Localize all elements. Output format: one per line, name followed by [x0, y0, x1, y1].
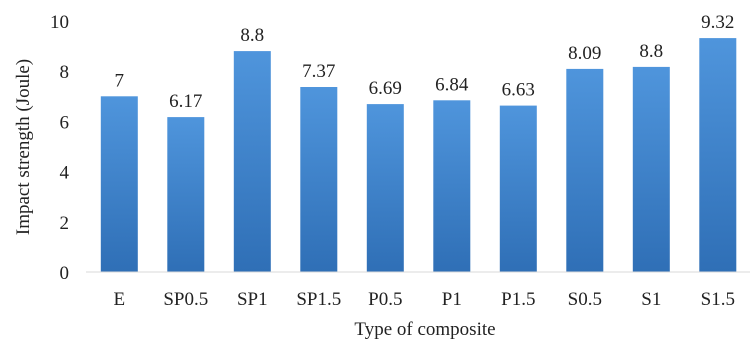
y-axis-title: Impact strength (Joule): [13, 59, 34, 235]
bar-p1: [433, 100, 471, 272]
y-tick-labels: 0 2 4 6 8 10: [50, 12, 70, 284]
x-tick-label-s0-5: S0.5: [568, 289, 602, 310]
data-label-s0-5: 8.09: [568, 43, 601, 64]
bar-sp1-5: [300, 87, 338, 272]
y-tick-label-10: 10: [50, 12, 69, 33]
y-tick-label-4: 4: [60, 163, 70, 184]
data-label-e: 7: [115, 70, 125, 91]
y-tick-label-6: 6: [60, 112, 70, 133]
x-tick-labels: E SP0.5 SP1 SP1.5 P0.5 P1 P1.5 S0.5 S1 S1.5: [113, 289, 734, 310]
data-label-sp1: 8.8: [240, 25, 264, 46]
bar-p0-5: [366, 104, 404, 272]
bars-layer: [100, 38, 737, 273]
y-tick-label-0: 0: [60, 263, 70, 284]
x-tick-label-sp1-5: SP1.5: [296, 289, 341, 310]
x-tick-label-p0-5: P0.5: [368, 289, 402, 310]
data-label-s1-5: 9.32: [701, 12, 734, 33]
data-label-p0-5: 6.69: [369, 78, 402, 99]
bar-p1-5: [499, 105, 537, 272]
data-labels-layer: 7 6.17 8.8 7.37 6.69 6.84 6.63 8.09 8.8 9.32: [115, 12, 735, 112]
data-label-sp0-5: 6.17: [169, 91, 202, 112]
x-tick-label-p1-5: P1.5: [501, 289, 535, 310]
data-label-p1: 6.84: [435, 74, 469, 95]
x-axis-title: Type of composite: [354, 319, 495, 340]
bar-sp1: [233, 51, 271, 272]
x-tick-label-e: E: [113, 289, 125, 310]
y-tick-label-8: 8: [60, 62, 70, 83]
bar-s1-5: [699, 38, 737, 272]
bar-sp0-5: [167, 117, 205, 272]
data-label-p1-5: 6.63: [502, 80, 535, 101]
x-tick-label-p1: P1: [442, 289, 462, 310]
bar-s0-5: [566, 68, 604, 273]
x-tick-label-sp1: SP1: [237, 289, 268, 310]
data-label-s1: 8.8: [639, 41, 663, 62]
bar-s1: [632, 66, 670, 273]
x-tick-label-s1: S1: [641, 289, 661, 310]
x-tick-label-s1-5: S1.5: [701, 289, 735, 310]
y-tick-label-2: 2: [60, 213, 70, 234]
data-label-sp1-5: 7.37: [302, 61, 335, 82]
x-tick-label-sp0-5: SP0.5: [163, 289, 208, 310]
bar-e: [100, 96, 138, 272]
